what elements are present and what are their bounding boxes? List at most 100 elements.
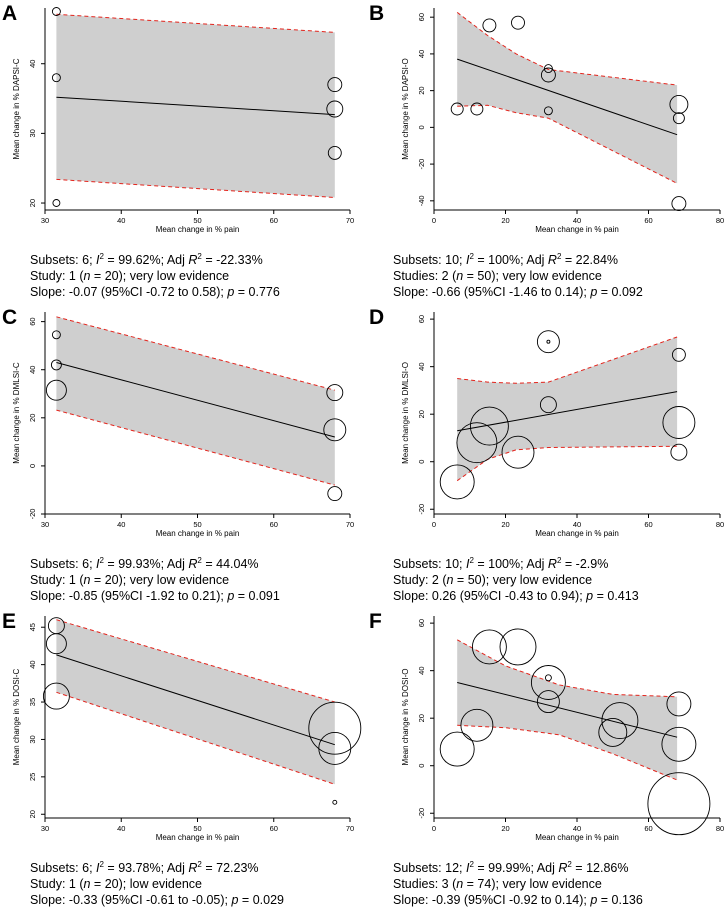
panel-letter: B [369, 2, 385, 25]
y-tick-label: -20 [417, 159, 426, 170]
panel-letter: E [2, 610, 17, 633]
x-tick-label: 30 [41, 216, 49, 225]
caption-text: p [227, 285, 235, 299]
data-point [536, 330, 560, 354]
scatter-plot: -20 0 20 40 60 0 20 40 60 80 Mean change in % pain… [401, 616, 724, 842]
data-point [540, 67, 556, 83]
caption-line: Studies: 3 (n = 74); very low evidence [393, 876, 643, 892]
confidence-band [56, 316, 335, 486]
y-tick-label: 25 [28, 773, 37, 781]
x-tick-label: 40 [117, 520, 125, 529]
panel-caption: Subsets: 10; I2 = 100%; Adj R2 = -2.9% St… [393, 553, 639, 604]
regression-line [56, 654, 335, 746]
caption-text: Studies: 2 ( [393, 269, 457, 283]
caption-text: = 100%; Adj [473, 253, 548, 267]
caption-text: = 93.78%; Adj [103, 861, 189, 875]
y-tick-label: 0 [417, 125, 426, 129]
caption-line: Subsets: 12; I2 = 99.99%; Adj R2 = 12.86… [393, 857, 643, 876]
y-tick-label: 20 [417, 714, 426, 722]
caption-text: = 44.04% [201, 557, 259, 571]
caption-text: = 99.62%; Adj [103, 253, 189, 267]
x-axis-label: Mean change in % pain [156, 225, 240, 234]
data-point [598, 717, 628, 747]
panel-letter: D [369, 306, 385, 329]
x-tick-label: 60 [644, 520, 652, 529]
y-axis-label: Mean change in % DAPSI-C [12, 58, 21, 159]
caption-text: = 22.84% [561, 253, 619, 267]
y-tick-label: 40 [28, 60, 37, 68]
caption-text: R [188, 253, 198, 267]
caption-text: Slope: -0.33 (95%CI -0.61 to -0.05); [30, 893, 232, 907]
panel-b: B -40 -20 0 20 40 60 0 20 40 60 80 Mean change in %… [363, 0, 726, 302]
ci-lower-line [457, 104, 678, 184]
caption-text: I [96, 557, 100, 571]
x-axis-label: Mean change in % pain [156, 529, 240, 538]
data-point [318, 731, 352, 765]
y-tick-label: 60 [417, 619, 426, 627]
data-point [501, 435, 535, 469]
x-tick-label: 0 [432, 216, 436, 225]
y-tick-label: 20 [417, 86, 426, 94]
caption-line: Subsets: 6; I2 = 93.78%; Adj R2 = 72.23% [30, 857, 284, 876]
y-tick-label: 40 [28, 366, 37, 374]
panel-caption: Subsets: 10; I2 = 100%; Adj R2 = 22.84% S… [393, 249, 643, 300]
x-tick-label: 40 [573, 824, 581, 833]
caption-text: = -22.33% [201, 253, 263, 267]
x-tick-label: 20 [501, 824, 509, 833]
x-tick-label: 40 [117, 216, 125, 225]
panel-c: C -20 0 20 40 60 30 40 50 60 70 Mean change in % p… [0, 304, 363, 606]
caption-line: Study: 1 (n = 20); very low evidence [30, 268, 280, 284]
caption-text: 2 [197, 860, 202, 869]
y-tick-label: 60 [417, 315, 426, 323]
caption-text: p [227, 589, 235, 603]
data-point [327, 486, 343, 502]
caption-text: 2 [197, 252, 202, 261]
caption-text: 2 [469, 860, 474, 869]
x-axis-label: Mean change in % pain [156, 833, 240, 842]
data-point [672, 112, 685, 125]
panel-f: F -20 0 20 40 60 0 20 40 60 80 Mean change in % pa… [363, 608, 726, 910]
panel-caption: Subsets: 12; I2 = 99.99%; Adj R2 = 12.86… [393, 857, 643, 908]
data-point [323, 418, 347, 442]
data-point [671, 347, 686, 362]
x-tick-label: 30 [41, 520, 49, 529]
scatter-plot: -20 0 20 40 60 30 40 50 60 70 Mean change in % pai… [12, 312, 354, 538]
data-point [52, 199, 61, 207]
caption-text: n [83, 877, 91, 891]
y-axis-label: Mean change in % DOSI-C [12, 669, 21, 766]
scatter-plot: 20 25 30 35 40 45 30 40 50 60 70 Mean change in % p… [12, 616, 362, 842]
y-tick-label: 60 [28, 317, 37, 325]
caption-text: n [456, 877, 464, 891]
caption-line: Slope: -0.66 (95%CI -1.46 to 0.14); p = … [393, 284, 643, 300]
panel-letter: F [369, 610, 382, 633]
data-point [326, 384, 344, 402]
x-tick-label: 80 [716, 520, 724, 529]
caption-text: 2 [99, 860, 104, 869]
data-point [450, 102, 464, 116]
caption-text: R [558, 861, 568, 875]
data-point [51, 7, 61, 16]
caption-text: = 0.029 [238, 893, 284, 907]
ci-lower-line [56, 178, 335, 198]
confidence-band [56, 619, 335, 785]
y-tick-label: 40 [417, 362, 426, 370]
data-point [469, 406, 509, 446]
caption-text: = 50); very low evidence [453, 573, 593, 587]
caption-text: Subsets: 10; [393, 557, 466, 571]
caption-text: = 72.23% [201, 861, 259, 875]
data-point [662, 406, 696, 439]
ci-lower-line [456, 445, 678, 482]
caption-line: Slope: -0.07 (95%CI -0.72 to 0.58); p = … [30, 284, 280, 300]
data-point [45, 379, 67, 401]
x-tick-label: 70 [346, 520, 354, 529]
ci-lower-line [457, 724, 678, 781]
x-tick-label: 20 [501, 216, 509, 225]
y-tick-label: 40 [28, 660, 37, 668]
ci-lower-line [56, 409, 335, 486]
data-point [308, 701, 362, 755]
caption-text: = 0.136 [597, 893, 643, 907]
caption-text: Subsets: 10; [393, 253, 466, 267]
data-point [539, 396, 557, 414]
caption-text: = 20); very low evidence [90, 573, 230, 587]
data-point [666, 691, 692, 717]
